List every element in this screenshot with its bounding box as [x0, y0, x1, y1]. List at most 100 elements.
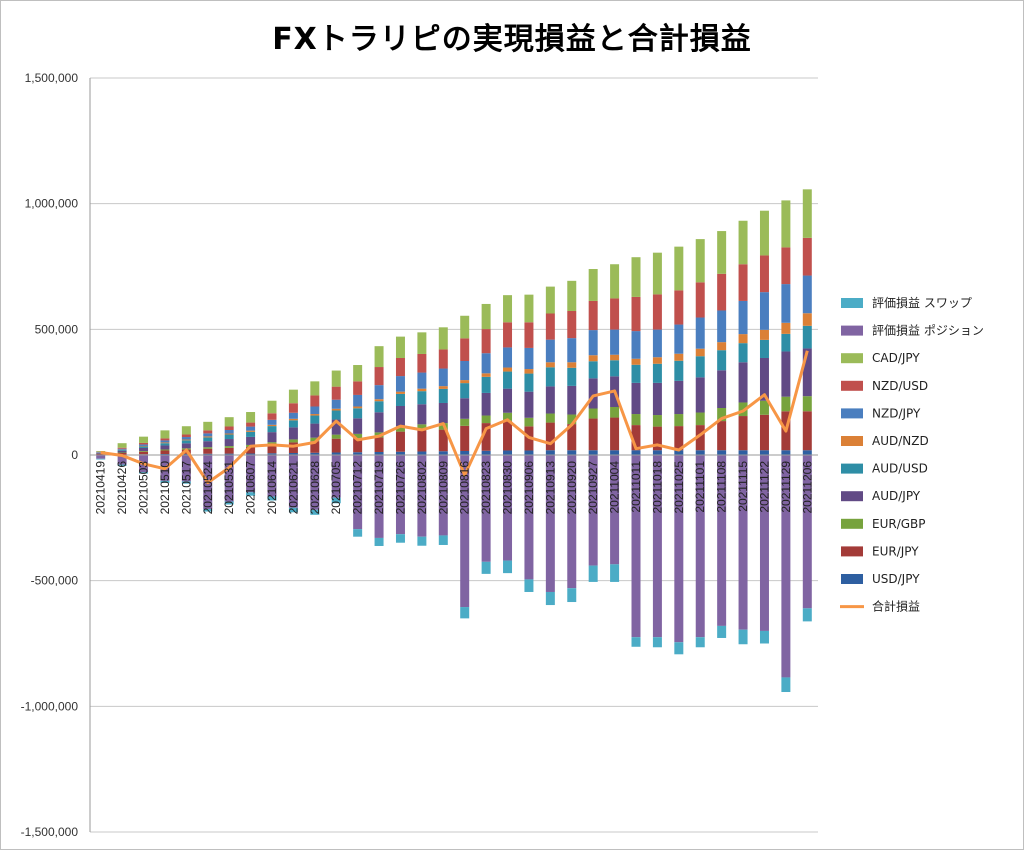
- x-tick-label: 20210705: [329, 461, 343, 515]
- bar-segment: [481, 561, 491, 574]
- bar-segment: [288, 418, 298, 421]
- x-tick-label: 20210510: [158, 461, 172, 515]
- bar-segment: [117, 448, 127, 450]
- bar-segment: [395, 455, 405, 535]
- bar-segment: [652, 329, 662, 358]
- bar-segment: [460, 383, 470, 399]
- bar-segment: [588, 355, 598, 362]
- legend-swatch: [841, 491, 863, 502]
- legend-swatch: [841, 353, 863, 364]
- bar-segment: [695, 356, 705, 378]
- bar-segment: [181, 440, 191, 444]
- bar-segment: [695, 455, 705, 638]
- legend-swatch: [841, 436, 863, 446]
- bar-segment: [674, 642, 684, 655]
- bar-segment: [481, 373, 491, 377]
- bar-segment: [545, 362, 555, 368]
- bar-segment: [802, 237, 812, 276]
- bar-segment: [246, 430, 256, 432]
- bar-segment: [224, 447, 234, 454]
- bar-segment: [417, 372, 427, 389]
- bar-segment: [781, 200, 791, 248]
- bar-segment: [203, 447, 213, 449]
- bar-segment: [203, 433, 213, 437]
- bar-segment: [117, 452, 127, 455]
- bar-segment: [203, 441, 213, 448]
- bar-segment: [117, 452, 127, 453]
- bar-segment: [802, 325, 812, 349]
- bar-segment: [310, 441, 320, 453]
- bar-segment: [695, 348, 705, 357]
- bar-segment: [610, 406, 620, 418]
- bar-segment: [331, 455, 341, 498]
- bar-segment: [481, 423, 491, 451]
- bar-segment: [117, 449, 127, 451]
- bar-segment: [652, 455, 662, 638]
- bar-segment: [545, 339, 555, 363]
- x-tick-label: 20211129: [779, 461, 793, 513]
- bar-segment: [224, 426, 234, 430]
- bar-segment: [267, 455, 277, 497]
- bar-segment: [738, 362, 748, 403]
- bar-segment: [481, 376, 491, 393]
- bar-segment: [310, 437, 320, 442]
- y-tick-label: 1,500,000: [25, 71, 79, 85]
- x-tick-label: 20210816: [458, 461, 472, 515]
- bar-segment: [738, 416, 748, 451]
- bar-segment: [545, 313, 555, 340]
- bar-segment: [652, 637, 662, 648]
- bar-segment: [417, 388, 427, 392]
- bar-segment: [267, 426, 277, 433]
- bar-segment: [395, 376, 405, 392]
- bar-segment: [567, 414, 577, 425]
- bar-segment: [674, 246, 684, 291]
- bar-segment: [610, 354, 620, 361]
- bar-segment: [374, 537, 384, 546]
- x-tick-label: 20211018: [650, 461, 664, 514]
- bar-segment: [224, 439, 234, 447]
- bar-segment: [545, 286, 555, 314]
- bar-segment: [310, 381, 320, 396]
- legend-label: NZD/USD: [872, 379, 928, 393]
- x-tick-label: 20210628: [308, 461, 322, 515]
- bar-segment: [802, 348, 812, 397]
- bar-segment: [395, 426, 405, 432]
- bar-segment: [781, 396, 791, 412]
- bar-segment: [781, 322, 791, 334]
- bar-segment: [224, 501, 234, 505]
- bar-segment: [139, 451, 149, 455]
- bar-segment: [781, 284, 791, 323]
- bar-segment: [503, 388, 513, 413]
- bar-segment: [267, 453, 277, 455]
- bar-segment: [139, 442, 149, 445]
- bar-segment: [759, 414, 769, 451]
- bar-segment: [759, 630, 769, 644]
- bar-segment: [331, 370, 341, 387]
- bar-segment: [460, 455, 470, 608]
- legend-swatch: [841, 518, 863, 529]
- x-tick-label: 20210712: [351, 461, 365, 515]
- bar-segment: [224, 434, 234, 440]
- legend-swatch: [841, 380, 863, 391]
- bar-segment: [695, 239, 705, 283]
- bar-segment: [717, 273, 727, 311]
- x-tick-label: 20210913: [543, 461, 557, 515]
- bar-segment: [160, 430, 170, 439]
- bar-segment: [160, 443, 170, 446]
- bar-segment: [310, 395, 320, 407]
- bar-segment: [353, 529, 363, 537]
- bar-segment: [395, 357, 405, 377]
- bar-segment: [631, 358, 641, 365]
- bar-segment: [460, 418, 470, 426]
- bar-segment: [781, 677, 791, 693]
- x-tick-label: 20210524: [201, 461, 215, 515]
- bar-segment: [631, 425, 641, 451]
- bar-segment: [588, 408, 598, 419]
- bar-segment: [802, 189, 812, 238]
- bar-segment: [417, 353, 427, 373]
- bar-segment: [181, 426, 191, 435]
- bar-segment: [117, 443, 127, 448]
- legend-label: 合計損益: [872, 599, 920, 614]
- bar-segment: [460, 607, 470, 619]
